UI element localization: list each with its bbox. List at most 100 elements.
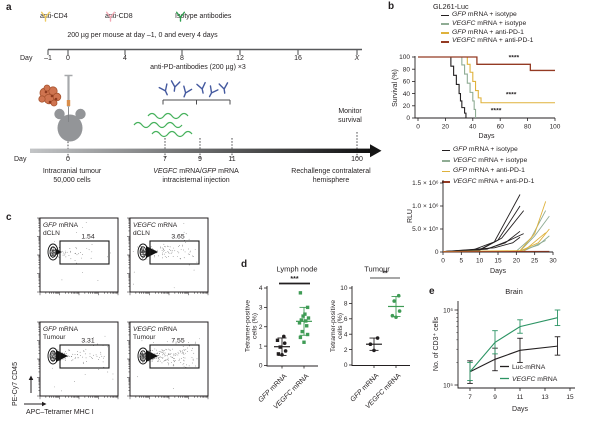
lymph-node-scatter-chart: 0 1 2 3 4 Lymph node *** Tetramer-positive cells… (245, 265, 318, 411)
svg-text:VEGFC mRNA: VEGFC mRNA (512, 376, 558, 383)
caption-line: Rechallenge contralateral (291, 168, 371, 175)
panel-a-label: a (6, 2, 12, 13)
svg-text:1.54: 1.54 (81, 234, 94, 241)
legend-row: VEGFC mRNA + isotype (442, 156, 534, 167)
timeline-tick-label: X (354, 55, 360, 62)
survival-chart: 0 20 40 60 80 100 0 20 40 60 80 100 Survival (%) Days… (392, 54, 561, 140)
svg-text:20: 20 (513, 258, 521, 265)
svg-text:10: 10 (340, 285, 348, 292)
legend-label: GFP mRNA + anti-PD-1 (452, 28, 524, 36)
svg-text:Tumour: Tumour (43, 334, 66, 341)
caption-intracranial: Intracranial tumour 50,000 cells (22, 168, 122, 186)
tumour-scatter-chart: 0 2 4 6 8 10 Tumour** Tetramer-positive cells (%… (330, 265, 410, 410)
svg-text:cells (%): cells (%) (337, 313, 344, 339)
svg-text:No. of CD3⁺ cells: No. of CD3⁺ cells (432, 316, 440, 371)
timeline-tick-label: 16 (294, 55, 302, 62)
svg-text:Lymph node: Lymph node (276, 265, 317, 274)
timeline-tick-label: –1 (44, 55, 52, 62)
svg-text:Tetramer-positive: Tetramer-positive (330, 300, 337, 352)
svg-text:2: 2 (259, 324, 263, 331)
svg-text:7.55: 7.55 (171, 338, 184, 345)
svg-text:20: 20 (403, 103, 411, 110)
legend-row: GFP mRNA + anti-PD-1 (441, 29, 533, 38)
flow-x-axis-label: APC–Tetramer MHC I (26, 409, 94, 416)
caption-line: survival (338, 116, 362, 124)
svg-text:30: 30 (549, 258, 557, 265)
panel-b-label: b (388, 1, 395, 12)
svg-text:****: **** (506, 92, 517, 99)
svg-text:0: 0 (435, 249, 439, 256)
svg-text:Brain: Brain (505, 287, 523, 296)
svg-text:dCLN: dCLN (133, 230, 150, 237)
svg-text:Tetramer-positive: Tetramer-positive (245, 300, 252, 352)
caption-line: 50,000 cells (53, 176, 91, 184)
svg-text:11: 11 (517, 394, 524, 401)
svg-text:4: 4 (344, 331, 348, 338)
svg-text:10: 10 (476, 258, 484, 265)
svg-text:dCLN: dCLN (43, 230, 60, 237)
svg-text:Tumour: Tumour (133, 334, 156, 341)
svg-text:10⁶: 10⁶ (443, 307, 453, 314)
brain-line-chart: 10⁵ 10⁶ 7 9 11 13 15 No. of CD3⁺ cells Days Brain… (432, 287, 575, 413)
legend-swatch (442, 181, 450, 183)
flow-y-axis-label: PE-Cy7 CD45 (12, 362, 19, 406)
svg-text:80: 80 (524, 124, 532, 131)
caption-monitor-survival: Monitor survival (326, 108, 374, 126)
svg-text:Days: Days (512, 406, 528, 413)
survival-legend: GFP mRNA + isotype VEGFC mRNA + isotype GF… (441, 11, 533, 46)
svg-text:6: 6 (344, 316, 348, 323)
antibody-legend-item: Isotype antibodies (175, 11, 231, 22)
svg-text:2: 2 (344, 347, 348, 354)
svg-text:40: 40 (403, 91, 411, 98)
caption-line: Intracranial tumour (42, 168, 102, 175)
antibody-legend-item: anti-CD8 (105, 11, 133, 22)
svg-text:****: **** (491, 108, 502, 115)
legend-label: GFP mRNA + isotype (452, 11, 517, 18)
timeline-tick-label: 0 (66, 156, 70, 163)
antibody-legend-label: anti-CD4 (40, 13, 68, 20)
svg-text:cells (%): cells (%) (252, 313, 259, 339)
svg-text:Tumour: Tumour (364, 265, 390, 274)
legend-row: GFP mRNA + anti-PD-1 (442, 166, 534, 177)
svg-text:1: 1 (259, 343, 263, 350)
bottom-timeline-day-label: Day (14, 156, 27, 163)
timeline-tick-label: 100 (351, 156, 363, 163)
svg-text:1.0 × 10⁶: 1.0 × 10⁶ (412, 203, 439, 210)
panel-c-label: c (6, 212, 12, 223)
timeline-tick-label: 11 (228, 156, 236, 163)
legend-swatch (441, 32, 449, 34)
svg-text:8: 8 (344, 301, 348, 308)
panel-d-label: d (241, 259, 248, 270)
svg-text:7: 7 (468, 394, 472, 401)
svg-text:5.0 × 10⁵: 5.0 × 10⁵ (412, 226, 439, 233)
svg-text:5: 5 (460, 258, 464, 265)
timeline-tick-label: 12 (236, 55, 244, 62)
legend-swatch (442, 160, 450, 162)
timeline-tick-label: 0 (66, 55, 70, 62)
svg-text:Days: Days (490, 268, 506, 275)
svg-text:Survival (%): Survival (%) (392, 69, 399, 107)
caption-line: VEGFC mRNA/GFP mRNA (153, 168, 239, 175)
svg-text:****: **** (509, 54, 520, 61)
svg-text:***: *** (290, 276, 298, 283)
antibody-icon (40, 11, 51, 22)
antibody-icon (175, 11, 186, 22)
svg-text:1.5 × 10⁶: 1.5 × 10⁶ (412, 180, 439, 187)
timeline-tick-label: 7 (163, 156, 167, 163)
svg-text:15: 15 (566, 394, 574, 401)
svg-text:60: 60 (403, 79, 411, 86)
legend-row: GFP mRNA + isotype (441, 11, 533, 20)
antibody-legend-item: anti-CD4 (40, 11, 68, 22)
svg-text:80: 80 (403, 66, 411, 73)
svg-text:Luc-mRNA: Luc-mRNA (512, 364, 546, 371)
svg-text:0: 0 (416, 124, 420, 131)
svg-text:40: 40 (469, 124, 477, 131)
svg-text:0: 0 (406, 115, 410, 122)
svg-text:0: 0 (344, 362, 348, 369)
legend-label: VEGFC mRNA + anti-PD-1 (453, 177, 535, 185)
